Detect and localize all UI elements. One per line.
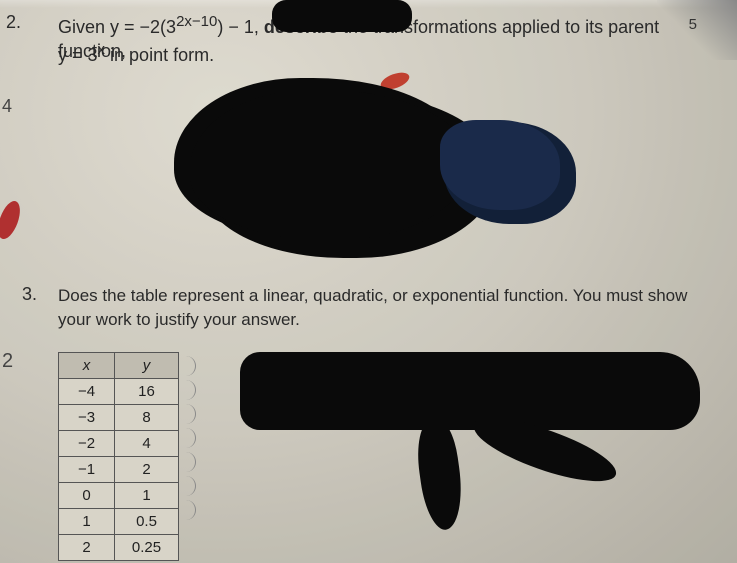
cell-y: 0.5: [115, 509, 179, 535]
problem-2-number: 2.: [6, 12, 21, 33]
p2-l2-exp: x: [98, 41, 106, 58]
cell-y: 1: [115, 483, 179, 509]
p2-l1-exp: 2x−10: [176, 13, 217, 30]
table-row: 01: [59, 483, 179, 509]
table-header-row: x y: [59, 353, 179, 379]
left-margin-mark-lower: 2: [2, 350, 13, 373]
cell-y: 0.25: [115, 535, 179, 561]
problem-3-text: Does the table represent a linear, quadr…: [58, 284, 708, 332]
table-row: −12: [59, 457, 179, 483]
p2-l2-prefix: y = 3: [58, 45, 98, 65]
table-row: 20.25: [59, 535, 179, 561]
cell-x: −1: [59, 457, 115, 483]
cell-x: −4: [59, 379, 115, 405]
table-header-x: x: [59, 353, 115, 379]
cell-x: 1: [59, 509, 115, 535]
cell-y: 4: [115, 431, 179, 457]
table-row: 10.5: [59, 509, 179, 535]
cell-y: 2: [115, 457, 179, 483]
cell-y: 16: [115, 379, 179, 405]
redaction-scribble: [240, 352, 700, 430]
table-row: −24: [59, 431, 179, 457]
table-row: −38: [59, 405, 179, 431]
redaction-scribble: [190, 90, 470, 240]
function-table: x y −416 −38 −24 −12 01 10.5 20.25: [58, 352, 179, 561]
cell-x: −3: [59, 405, 115, 431]
problem-3-number: 3.: [22, 284, 37, 305]
problem-2-line-2: y = 3x in point form.: [58, 40, 214, 67]
p2-l1-prefix: Given y = −2(3: [58, 17, 176, 37]
cell-y: 8: [115, 405, 179, 431]
p2-l2-suffix: in point form.: [105, 45, 214, 65]
page-number: 5: [689, 16, 697, 33]
cell-x: −2: [59, 431, 115, 457]
redaction-scribble: [272, 0, 412, 32]
redaction-scribble-blue: [440, 120, 560, 210]
table-header-y: y: [115, 353, 179, 379]
cell-x: 0: [59, 483, 115, 509]
pencil-bracket-marks: [178, 356, 208, 536]
table-row: −416: [59, 379, 179, 405]
left-margin-mark-upper: 4: [2, 96, 12, 117]
p2-l1-mid: ) − 1,: [217, 17, 264, 37]
cell-x: 2: [59, 535, 115, 561]
